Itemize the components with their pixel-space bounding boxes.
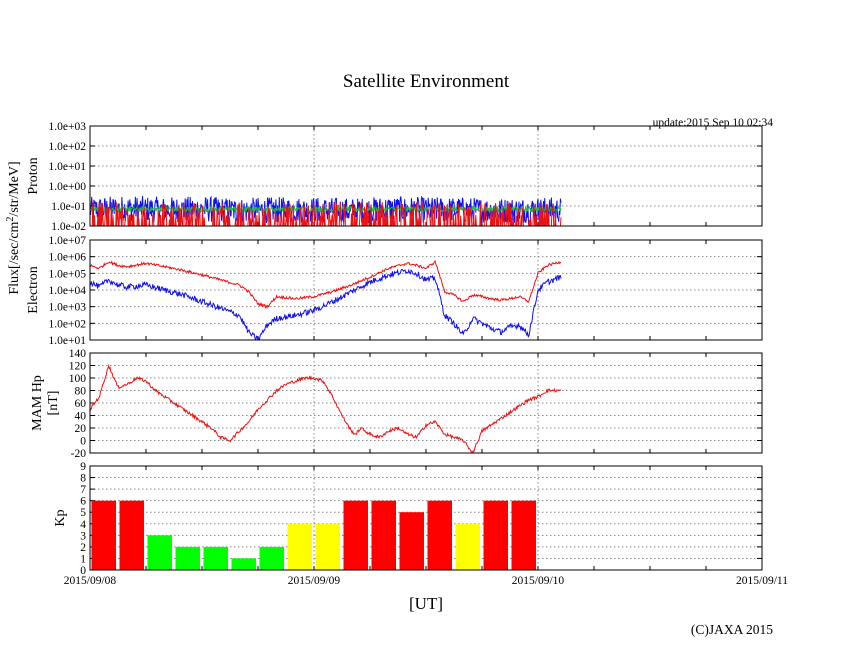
kp-frame <box>89 465 763 571</box>
proton-ytick-label: 1.0e-01 <box>51 201 86 213</box>
kp-bar <box>399 512 424 570</box>
proton-ytick-label: 1.0e+01 <box>49 161 87 173</box>
proton-ytick-label: 1.0e+00 <box>49 181 87 193</box>
kp-ytick-label: 7 <box>80 484 86 496</box>
kp-ytick-label: 4 <box>80 519 86 531</box>
electron-ylabel: Electron <box>26 266 41 313</box>
kp-bar <box>315 523 340 570</box>
mam-frame <box>89 352 763 454</box>
kp-bar <box>231 558 256 570</box>
electron-ytick-label: 1.0e+05 <box>49 268 87 280</box>
x-tick-labels: 2015/09/08 2015/09/09 2015/09/10 2015/09/11 <box>64 575 788 587</box>
electron-ytick-label: 1.0e+04 <box>49 285 87 297</box>
credit-text: (C)JAXA 2015 <box>691 622 773 637</box>
kp-ytick-label: 3 <box>80 530 86 542</box>
proton-ylabel: Proton <box>26 157 41 194</box>
proton-green-line <box>90 204 562 214</box>
update-timestamp: update:2015 Sep 10 02:34 <box>653 117 774 129</box>
mam-ytick-label: 80 <box>75 386 87 398</box>
x-tick-label: 2015/09/10 <box>512 575 565 587</box>
x-tick-label: 2015/09/11 <box>736 575 788 587</box>
kp-bar <box>147 535 172 570</box>
kp-bar <box>483 500 508 570</box>
mam-ytick-label: -20 <box>71 448 87 460</box>
kp-bar <box>91 500 116 570</box>
mam-ytick-label: 120 <box>69 361 87 373</box>
proton-ytick-label: 1.0e+03 <box>49 121 87 133</box>
flux-ylabel-sup: 2 <box>5 217 16 222</box>
mam-ytick-label: 100 <box>69 373 87 385</box>
kp-ylabel: Kp <box>53 509 68 526</box>
proton-blue-line <box>90 195 562 225</box>
kp-bar <box>511 500 536 570</box>
kp-bar <box>371 500 396 570</box>
x-tick-label: 2015/09/09 <box>288 575 341 587</box>
kp-ytick-label: 1 <box>80 553 86 565</box>
electron-red-line <box>90 259 562 310</box>
mam-red-line <box>90 363 562 453</box>
proton-panel: 1.0e-02 1.0e-01 1.0e+00 1.0e+01 1.0e+02 1.0e+… <box>26 121 763 233</box>
electron-panel: 1.0e+01 1.0e+02 1.0e+03 1.0e+04 1.0e+05 1.0e+… <box>26 235 763 347</box>
proton-frame <box>89 125 763 227</box>
electron-frame <box>89 239 763 341</box>
kp-ytick-label: 2 <box>80 542 86 554</box>
mam-ytick-label: 20 <box>75 423 87 435</box>
x-tick-label: 2015/09/08 <box>64 575 117 587</box>
electron-ytick-label: 1.0e+01 <box>49 335 87 347</box>
kp-bar <box>175 546 200 570</box>
electron-blue-line <box>90 268 562 340</box>
kp-bar <box>343 500 368 570</box>
electron-ytick-label: 1.0e+03 <box>49 302 87 314</box>
kp-bar <box>259 546 284 570</box>
kp-bar <box>119 500 144 570</box>
kp-ytick-label: 0 <box>80 565 86 577</box>
kp-ytick-label: 9 <box>80 461 86 473</box>
kp-ytick-label: 6 <box>80 496 86 508</box>
kp-ytick-label: 8 <box>80 473 86 485</box>
mam-ytick-label: 0 <box>80 436 86 448</box>
flux-ylabel: Flux[/sec/cm2/str/MeV] <box>5 161 22 294</box>
mam-ylabel: MAM Hp <box>30 375 45 431</box>
electron-ytick-label: 1.0e+06 <box>49 252 87 264</box>
x-axis-label: [UT] <box>409 594 443 613</box>
proton-ytick-label: 1.0e-02 <box>51 221 86 233</box>
mam-ytick-label: 40 <box>75 411 87 423</box>
mam-ytick-label: 60 <box>75 398 87 410</box>
flux-ylabel-text: Flux[/sec/cm <box>7 221 22 294</box>
mam-ylabel-unit: [nT] <box>46 391 61 416</box>
electron-ytick-label: 1.0e+02 <box>49 318 87 330</box>
figure-title: Satellite Environment <box>343 71 510 92</box>
proton-ytick-label: 1.0e+02 <box>49 141 87 153</box>
kp-ytick-label: 5 <box>80 507 86 519</box>
electron-ytick-label: 1.0e+07 <box>49 235 87 247</box>
kp-bar <box>427 500 452 570</box>
flux-ylabel-rest: /str/MeV] <box>7 161 22 216</box>
kp-bar <box>203 546 228 570</box>
kp-bar <box>455 523 480 570</box>
kp-bar <box>287 523 312 570</box>
mam-ytick-label: 140 <box>69 348 87 360</box>
